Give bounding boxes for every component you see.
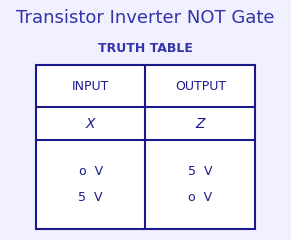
Text: 5  V: 5 V <box>78 191 103 204</box>
Text: o  V: o V <box>79 165 103 178</box>
Bar <box>36 66 255 229</box>
Text: 5  V: 5 V <box>188 165 213 178</box>
Text: o  V: o V <box>188 191 212 204</box>
Text: TRUTH TABLE: TRUTH TABLE <box>98 42 193 55</box>
Text: X: X <box>86 117 95 131</box>
Text: OUTPUT: OUTPUT <box>175 80 226 93</box>
Text: INPUT: INPUT <box>72 80 109 93</box>
Text: Z: Z <box>196 117 205 131</box>
Text: Transistor Inverter NOT Gate: Transistor Inverter NOT Gate <box>16 9 275 27</box>
